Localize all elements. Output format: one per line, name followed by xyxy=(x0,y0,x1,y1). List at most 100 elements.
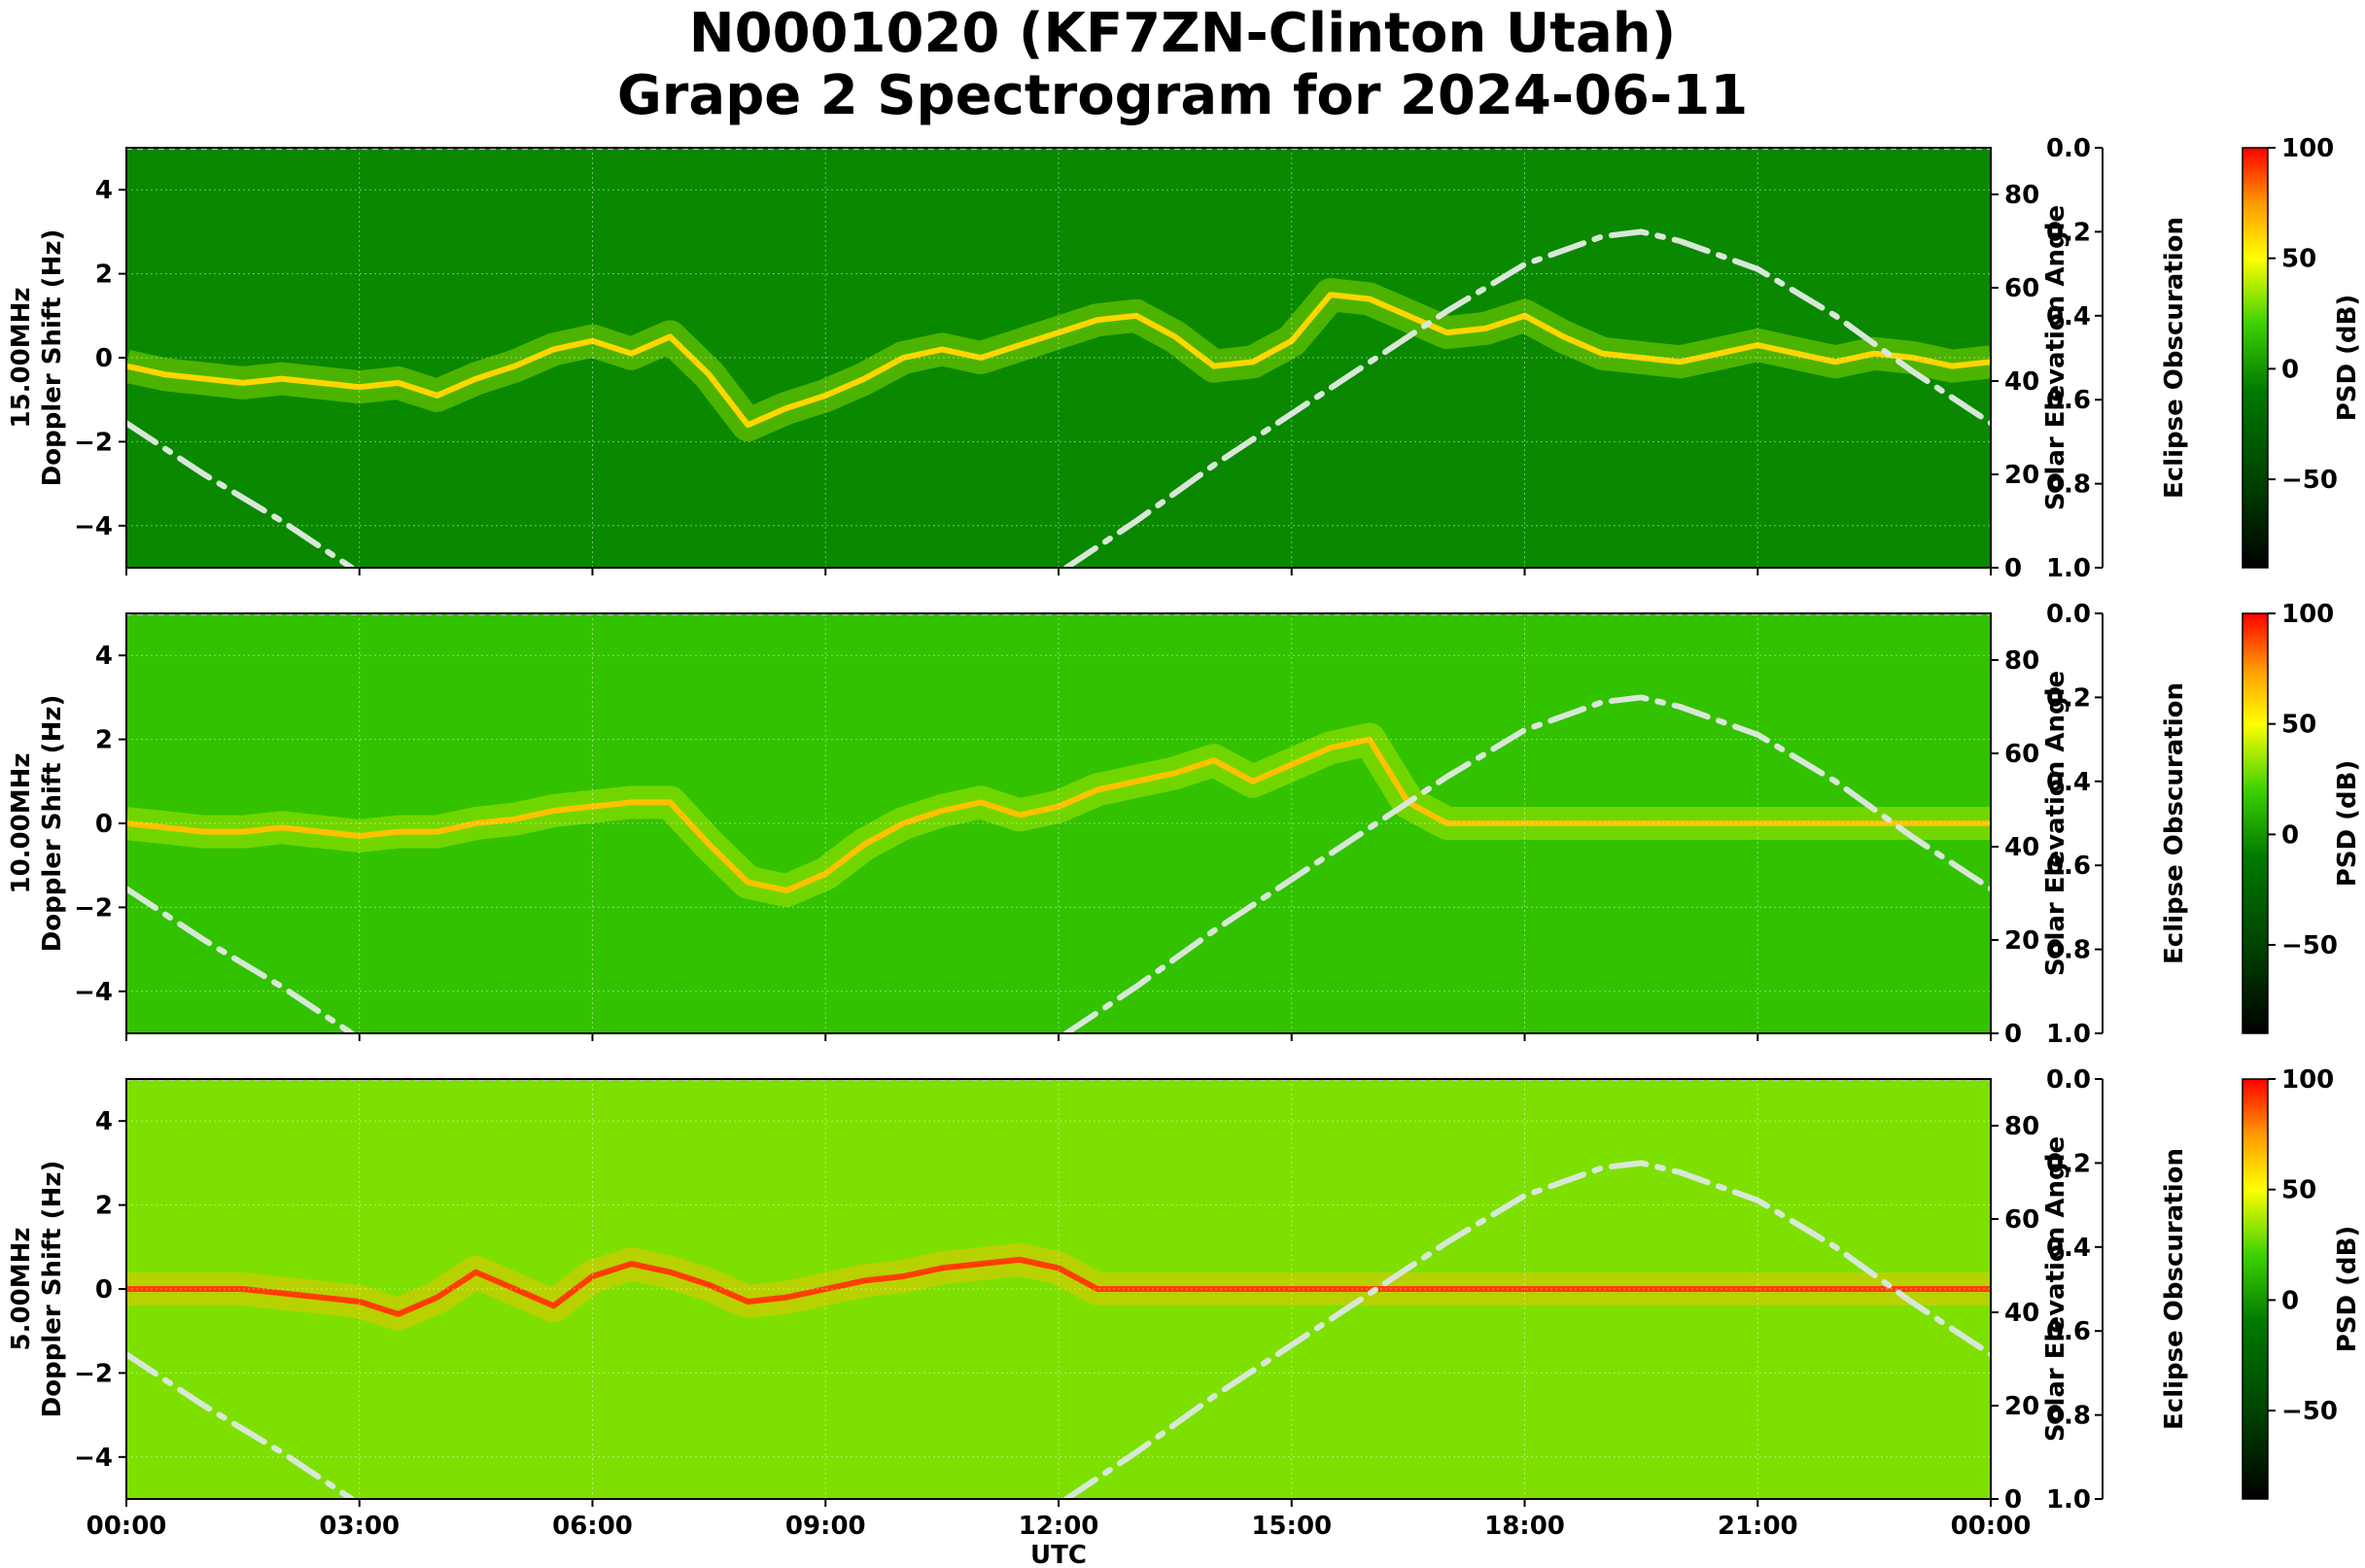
panel-5-00mhz: −4 −2 0 2 4 5.00MHz Doppler Shift (Hz) 0 20 40 60 8… xyxy=(7,1065,2362,1568)
eclipse-tick-label: 1.0 xyxy=(2046,554,2091,583)
eclipse-tick-label: 0.2 xyxy=(2046,1149,2091,1178)
solar-tick-label: 40 xyxy=(2004,833,2039,862)
colorbar-tick-label: 100 xyxy=(2281,600,2334,629)
y-tick-label: 2 xyxy=(95,726,113,755)
y-tick-label: −2 xyxy=(74,428,113,457)
colorbar-tick-label: −50 xyxy=(2281,1397,2338,1426)
x-tick-label: 00:00 xyxy=(87,1512,167,1541)
solar-tick-label: 80 xyxy=(2004,646,2039,676)
solar-elevation-curve xyxy=(126,1160,1991,1499)
solar-tick-label: 40 xyxy=(2004,367,2039,397)
y-tick-label: 0 xyxy=(95,810,113,839)
eclipse-tick-label: 0.6 xyxy=(2046,1317,2091,1346)
y-axis-label-doppler: Doppler Shift (Hz) xyxy=(38,1161,67,1418)
psd-colorbar xyxy=(2242,1078,2269,1500)
eclipse-tick-label: 0.8 xyxy=(2046,470,2091,500)
colorbar-tick-label: 100 xyxy=(2281,1065,2334,1095)
y-tick-label: 0 xyxy=(95,344,113,373)
y-tick-label: −4 xyxy=(74,978,113,1007)
solar-elevation-axis-label: Solar Elevation Angle xyxy=(2041,205,2070,510)
solar-tick-label: 20 xyxy=(2004,1392,2039,1421)
y-axis-label-doppler: Doppler Shift (Hz) xyxy=(38,695,67,953)
spectrogram-area xyxy=(126,613,1991,1033)
spectrogram-background xyxy=(126,148,1991,568)
y-tick-label: 4 xyxy=(95,1107,113,1136)
colorbar-label: PSD (dB) xyxy=(2333,295,2362,422)
eclipse-tick-label: 0.6 xyxy=(2046,852,2091,881)
spectrogram-area xyxy=(126,1079,1991,1499)
y-tick-label: 2 xyxy=(95,261,113,290)
solar-tick-label: 60 xyxy=(2004,1205,2039,1235)
y-tick-label: 4 xyxy=(95,176,113,205)
colorbar-label: PSD (dB) xyxy=(2333,1226,2362,1353)
eclipse-tick-label: 1.0 xyxy=(2046,1485,2091,1515)
colorbar-tick-label: 50 xyxy=(2281,711,2316,740)
solar-elevation-axis-label: Solar Elevation Angle xyxy=(2041,1136,2070,1442)
solar-tick-label: 0 xyxy=(2004,1020,2022,1049)
eclipse-axis-label: Eclipse Obscuration xyxy=(2160,682,2189,964)
solar-tick-label: 20 xyxy=(2004,461,2039,490)
y-axis-label-frequency: 5.00MHz xyxy=(7,1228,36,1351)
doppler-trace xyxy=(126,1256,1991,1317)
figure-title-line1: N0001020 (KF7ZN-Clinton Utah) xyxy=(688,2,1677,65)
doppler-trace xyxy=(126,292,1991,429)
solar-tick-label: 60 xyxy=(2004,274,2039,303)
y-tick-label: 4 xyxy=(95,642,113,671)
colorbar-tick-label: 100 xyxy=(2281,134,2334,163)
solar-tick-label: 80 xyxy=(2004,181,2039,210)
colorbar-label: PSD (dB) xyxy=(2333,760,2362,888)
eclipse-tick-label: 0.6 xyxy=(2046,386,2091,415)
panel-10-00mhz: −4 −2 0 2 4 10.00MHz Doppler Shift (Hz) 0 20 40 60… xyxy=(7,600,2362,1049)
x-tick-label: 12:00 xyxy=(1019,1512,1099,1541)
solar-tick-label: 40 xyxy=(2004,1299,2039,1328)
figure-title-line2: Grape 2 Spectrogram for 2024-06-11 xyxy=(616,64,1749,127)
x-tick-label: 21:00 xyxy=(1718,1512,1798,1541)
eclipse-tick-label: 0.2 xyxy=(2046,683,2091,713)
eclipse-tick-label: 0.4 xyxy=(2046,768,2091,797)
colorbar-tick-label: 0 xyxy=(2281,820,2299,850)
x-tick-label: 09:00 xyxy=(785,1512,866,1541)
solar-elevation-axis-label: Solar Elevation Angle xyxy=(2041,671,2070,976)
colorbar-tick-label: 0 xyxy=(2281,355,2299,384)
colorbar-tick-label: 50 xyxy=(2281,1176,2316,1205)
eclipse-tick-label: 0.4 xyxy=(2046,302,2091,331)
solar-elevation-curve xyxy=(126,228,1991,568)
eclipse-tick-label: 0.0 xyxy=(2046,1065,2091,1095)
y-axis-label-frequency: 15.00MHz xyxy=(7,287,36,428)
eclipse-axis-label: Eclipse Obscuration xyxy=(2160,217,2189,499)
x-tick-label: 15:00 xyxy=(1251,1512,1332,1541)
eclipse-tick-label: 0.0 xyxy=(2046,600,2091,629)
colorbar-tick-label: −50 xyxy=(2281,931,2338,960)
solar-tick-label: 60 xyxy=(2004,740,2039,769)
y-tick-label: −2 xyxy=(74,1359,113,1388)
colorbar-tick-label: 0 xyxy=(2281,1286,2299,1315)
eclipse-tick-label: 0.4 xyxy=(2046,1234,2091,1263)
eclipse-axis-label: Eclipse Obscuration xyxy=(2160,1148,2189,1430)
x-tick-label: 18:00 xyxy=(1484,1512,1565,1541)
x-tick-label: 00:00 xyxy=(1951,1512,2032,1541)
panel-15-00mhz: −4 −2 0 2 4 15.00MHz Doppler Shift (Hz) 0 20 40 60… xyxy=(7,134,2362,583)
doppler-trace xyxy=(126,736,1991,894)
solar-tick-label: 0 xyxy=(2004,1485,2022,1515)
x-axis-label: UTC xyxy=(1030,1541,1087,1568)
eclipse-tick-label: 0.0 xyxy=(2046,134,2091,163)
solar-elevation-curve xyxy=(126,694,1991,1033)
y-tick-label: −4 xyxy=(74,512,113,541)
solar-tick-label: 20 xyxy=(2004,926,2039,956)
psd-colorbar xyxy=(2242,612,2269,1034)
y-tick-label: −2 xyxy=(74,893,113,923)
y-axis-label-frequency: 10.00MHz xyxy=(7,752,36,893)
colorbar-tick-label: −50 xyxy=(2281,466,2338,495)
solar-tick-label: 80 xyxy=(2004,1112,2039,1141)
psd-colorbar xyxy=(2242,147,2269,569)
eclipse-tick-label: 0.2 xyxy=(2046,218,2091,247)
y-tick-label: 2 xyxy=(95,1192,113,1221)
y-tick-label: −4 xyxy=(74,1444,113,1473)
x-tick-label: 06:00 xyxy=(552,1512,633,1541)
solar-tick-label: 0 xyxy=(2004,554,2022,583)
spectrogram-area xyxy=(126,148,1991,568)
eclipse-tick-label: 0.8 xyxy=(2046,936,2091,965)
eclipse-tick-label: 1.0 xyxy=(2046,1020,2091,1049)
y-tick-label: 0 xyxy=(95,1275,113,1305)
